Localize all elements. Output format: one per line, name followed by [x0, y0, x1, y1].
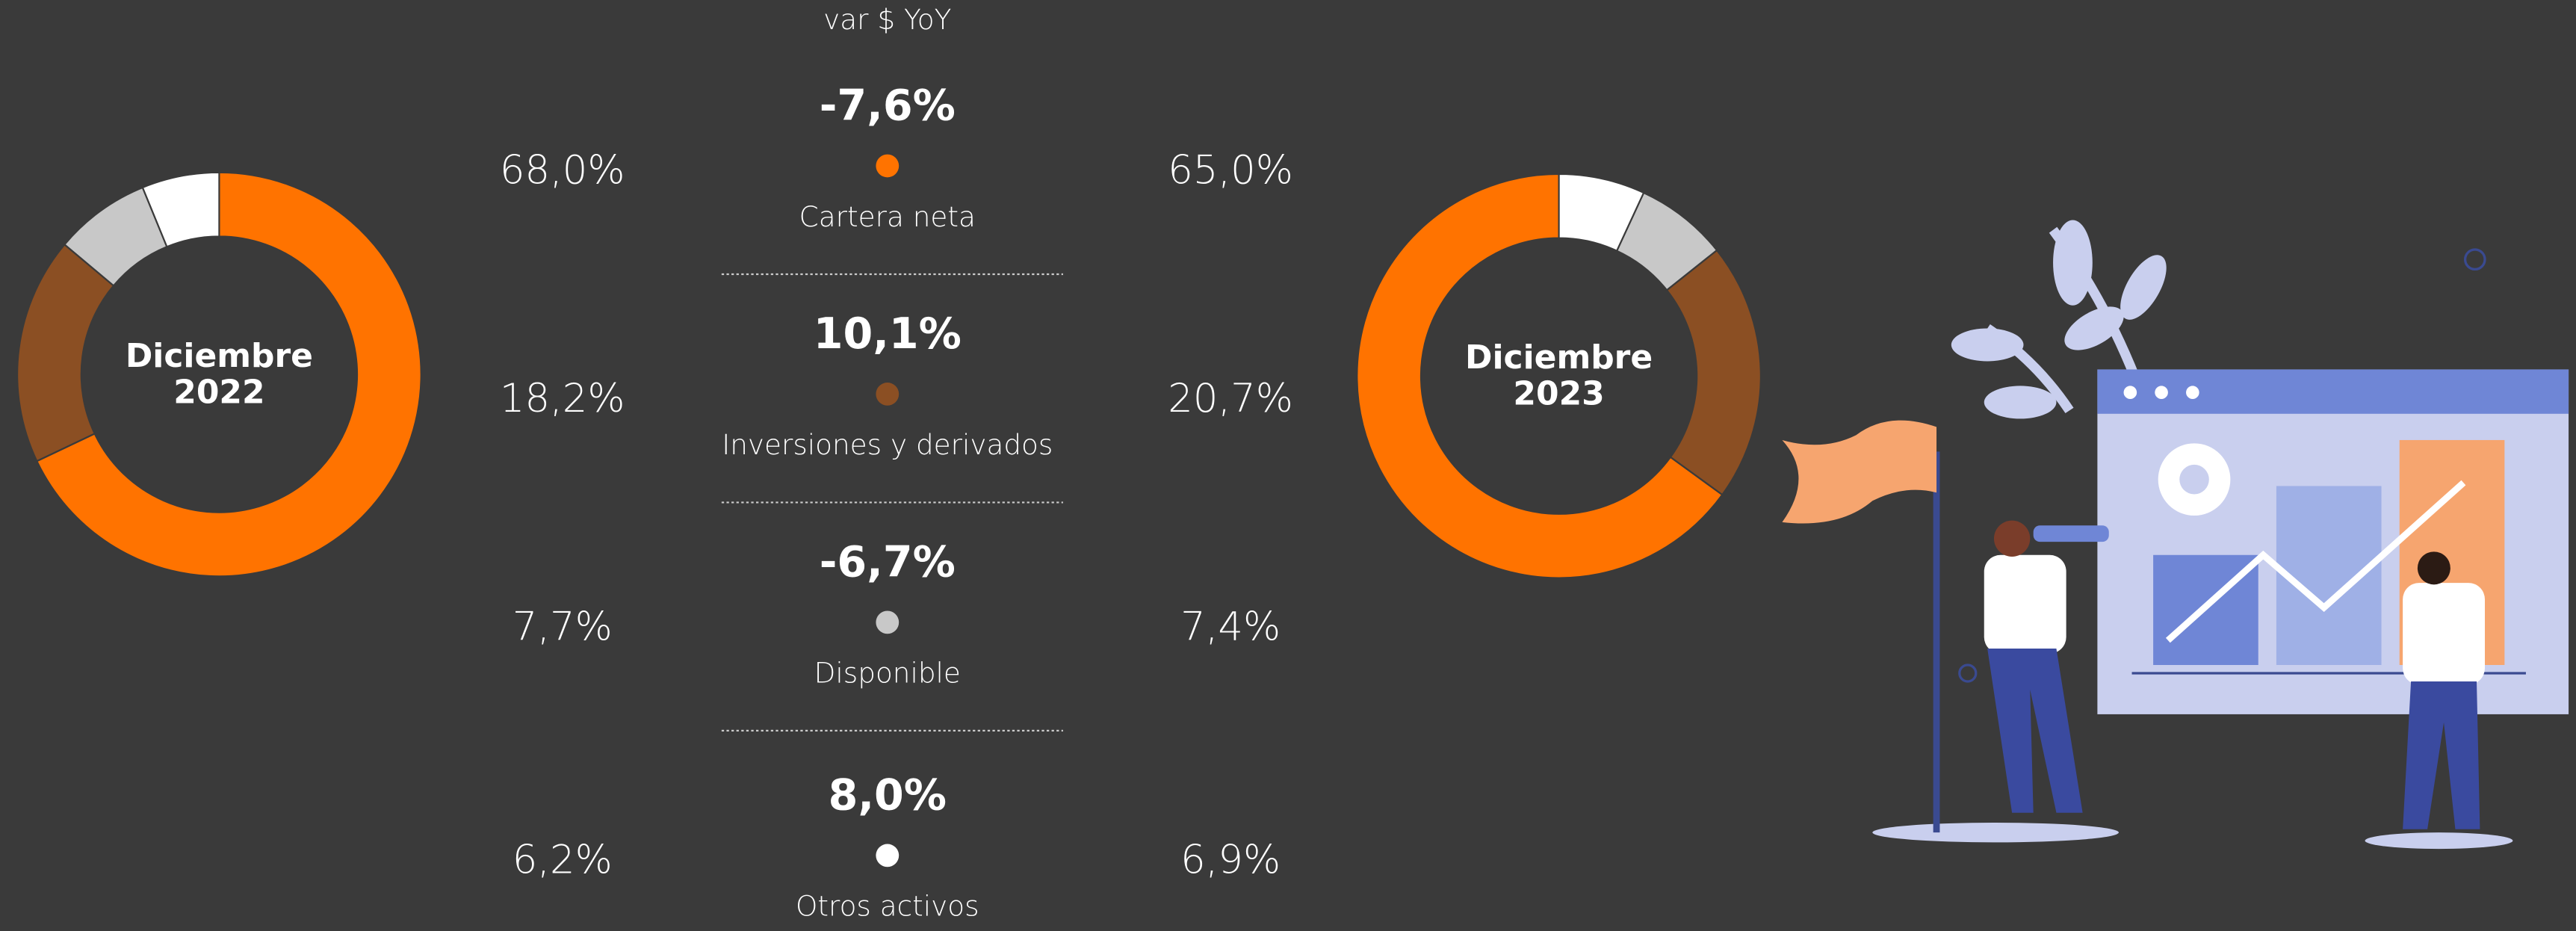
value-label: 7,7%	[513, 604, 613, 649]
value-label: 7,4%	[1180, 604, 1281, 649]
legend-dot	[876, 154, 900, 178]
legend-dot	[876, 610, 900, 634]
legend-dot	[876, 383, 900, 406]
yoy-change: -7,6%	[820, 81, 956, 131]
category-name: Disponible	[814, 657, 961, 690]
category-name: Otros activos	[796, 890, 979, 923]
illustration	[1782, 220, 2569, 850]
yoy-change: -6,7%	[820, 538, 956, 587]
donut-slice	[141, 171, 220, 248]
donut-title: Diciembre	[1465, 338, 1653, 377]
donut-title: 2023	[1513, 375, 1604, 413]
value-label: 20,7%	[1168, 376, 1293, 421]
donut-title: Diciembre	[126, 337, 313, 375]
legend-dot	[876, 844, 900, 867]
value-label: 65,0%	[1168, 147, 1293, 193]
yoy-change: 8,0%	[829, 771, 947, 820]
donut-slice	[1356, 173, 1724, 579]
category-name: Cartera neta	[799, 200, 976, 233]
comparison-title: var $ YoY	[823, 3, 951, 36]
value-label: 6,2%	[513, 837, 613, 882]
value-label: 6,9%	[1180, 837, 1281, 882]
donut-title: 2022	[173, 373, 264, 411]
category-name: Inversiones y derivados	[722, 428, 1053, 461]
value-label: 68,0%	[500, 147, 625, 193]
yoy-change: 10,1%	[814, 309, 962, 359]
donut-slice	[35, 171, 422, 578]
value-label: 18,2%	[500, 376, 625, 421]
donut-slice	[1558, 173, 1645, 253]
